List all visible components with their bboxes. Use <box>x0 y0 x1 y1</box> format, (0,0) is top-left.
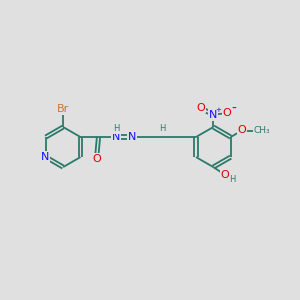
Text: Br: Br <box>57 104 69 114</box>
Text: N: N <box>128 132 136 142</box>
Text: H: H <box>160 124 166 133</box>
Text: CH₃: CH₃ <box>254 126 270 135</box>
Text: H: H <box>230 175 236 184</box>
Text: -: - <box>232 102 237 116</box>
Text: H: H <box>113 124 120 133</box>
Text: O: O <box>221 170 230 180</box>
Text: O: O <box>196 103 205 112</box>
Text: N: N <box>209 110 218 120</box>
Text: O: O <box>223 108 231 118</box>
Text: N: N <box>40 152 49 162</box>
Text: +: + <box>215 107 221 113</box>
Text: N: N <box>112 132 120 142</box>
Text: O: O <box>93 154 101 164</box>
Text: O: O <box>238 125 247 135</box>
